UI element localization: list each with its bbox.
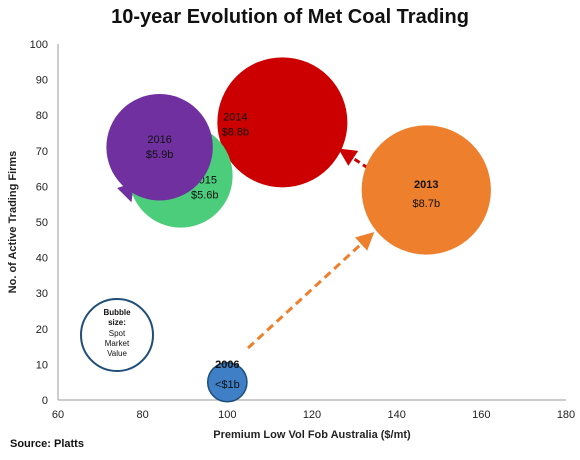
bubble-2006 xyxy=(206,361,248,403)
y-tick-label: 10 xyxy=(36,359,48,371)
y-axis-title: No. of Active Trading Firms xyxy=(7,151,19,294)
y-tick-label: 80 xyxy=(36,110,48,122)
key-line-1: Bubble xyxy=(103,308,131,317)
bubble-year-label: 2006 xyxy=(215,359,239,371)
bubble-value-label: $8.8b xyxy=(222,126,250,138)
bubble-year-label: 2014 xyxy=(223,111,247,123)
bubble-2016 xyxy=(106,94,213,201)
y-tick-label: 70 xyxy=(36,146,48,158)
y-tick-label: 30 xyxy=(36,288,48,300)
x-tick-label: 120 xyxy=(303,409,321,421)
bubble-value-label: $5.9b xyxy=(146,149,174,161)
bubble-year-label: 2013 xyxy=(414,179,438,191)
y-tick-label: 100 xyxy=(30,39,48,51)
x-tick-label: 140 xyxy=(387,409,405,421)
y-tick-label: 50 xyxy=(36,217,48,229)
x-tick-label: 160 xyxy=(472,409,490,421)
x-tick-label: 80 xyxy=(137,409,149,421)
key-line-2: size: xyxy=(108,318,126,327)
x-tick-label: 180 xyxy=(557,409,575,421)
y-tick-label: 0 xyxy=(42,395,48,407)
bubble-2013 xyxy=(361,125,491,255)
bubble-size-key: Bubble size: Spot Market Value xyxy=(80,298,154,372)
x-axis-title: Premium Low Vol Fob Australia ($/mt) xyxy=(213,429,411,441)
key-line-5: Value xyxy=(107,349,127,358)
bubble-value-label: $8.7b xyxy=(413,198,441,210)
bubble-value-label: $5.6b xyxy=(191,190,219,202)
bubble-2014 xyxy=(217,57,348,188)
x-tick-label: 60 xyxy=(52,409,64,421)
y-tick-label: 60 xyxy=(36,181,48,193)
chart-title: 10-year Evolution of Met Coal Trading xyxy=(111,6,469,28)
x-tick-label: 100 xyxy=(218,409,236,421)
y-tick-label: 90 xyxy=(36,75,48,87)
source-note: Source: Platts xyxy=(10,438,84,450)
bubble-year-label: 2016 xyxy=(147,134,171,146)
arrow-2006-to-2013 xyxy=(246,231,375,350)
bubble-value-label: <$1b xyxy=(215,379,240,391)
y-tick-label: 20 xyxy=(36,324,48,336)
key-line-3: Spot xyxy=(109,329,126,338)
arrow-2013-to-2014 xyxy=(338,148,369,170)
key-line-4: Market xyxy=(105,339,130,348)
y-tick-label: 40 xyxy=(36,253,48,265)
